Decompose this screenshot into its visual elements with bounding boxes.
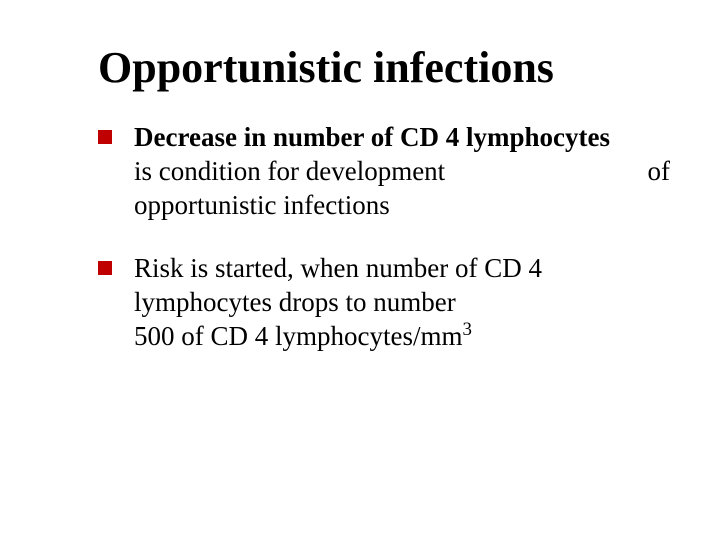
square-bullet-icon	[98, 261, 112, 275]
bullet-1-bold: Decrease in number of CD 4 lymphocytes	[134, 121, 670, 155]
superscript-3: 3	[462, 319, 471, 340]
bullet-1-line3: opportunistic infections	[134, 189, 670, 223]
slide-title: Opportunistic infections	[98, 42, 670, 93]
bullet-list: Decrease in number of CD 4 lymphocytes i…	[98, 121, 670, 354]
bullet-item-2: Risk is started, when number of CD 4 lym…	[98, 252, 670, 353]
bullet-1-content: Decrease in number of CD 4 lymphocytes i…	[134, 121, 670, 222]
bullet-2-line3: 500 of CD 4 lymphocytes/mm3	[134, 320, 670, 354]
slide-container: Opportunistic infections Decrease in num…	[0, 0, 720, 434]
bullet-1-line2: is condition for development of	[134, 155, 670, 189]
bullet-2-line3-text: 500 of CD 4 lymphocytes/mm	[134, 321, 462, 351]
bullet-1-line2-left: is condition for development	[134, 155, 445, 189]
square-bullet-icon	[98, 130, 112, 144]
bullet-1-line2-right: of	[648, 155, 671, 189]
bullet-item-1: Decrease in number of CD 4 lymphocytes i…	[98, 121, 670, 222]
bullet-2-content: Risk is started, when number of CD 4 lym…	[134, 252, 670, 353]
bullet-2-line2: lymphocytes drops to number	[134, 286, 670, 320]
bullet-2-line1: Risk is started, when number of CD 4	[134, 252, 670, 286]
